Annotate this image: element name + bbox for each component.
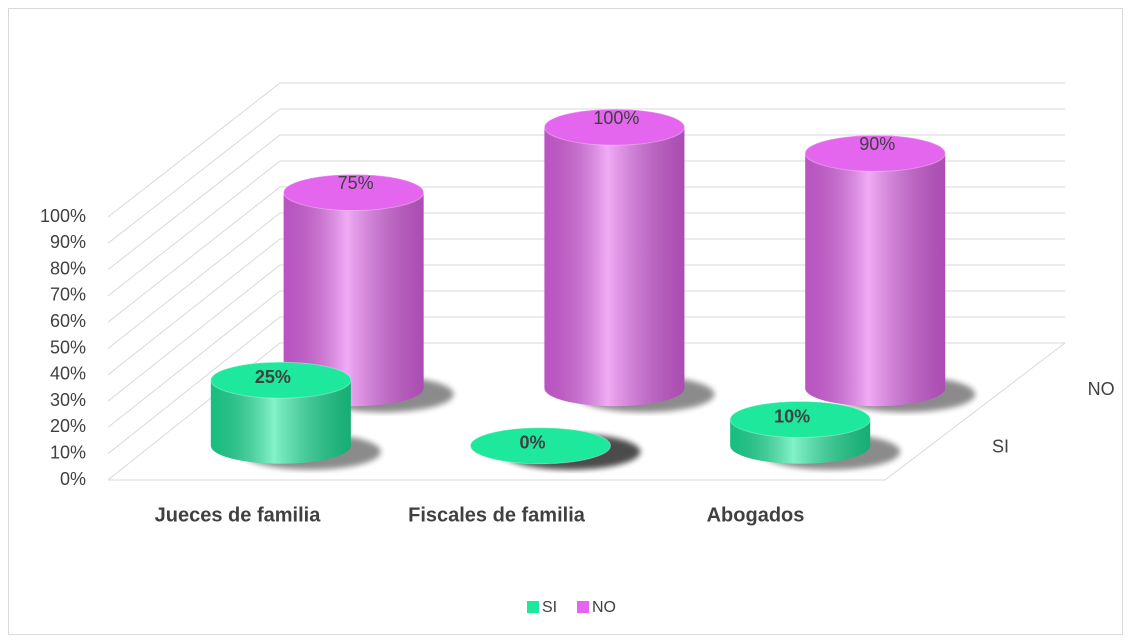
cylinder-top [470, 427, 611, 465]
y-tick-label: 70% [50, 285, 86, 305]
cylinder-shade [283, 174, 424, 407]
grid-line [107, 108, 1065, 244]
value-label: 75% [338, 173, 374, 193]
y-tick-label: 100% [40, 206, 86, 226]
y-tick-label: 20% [50, 416, 86, 436]
depth-label: SI [992, 437, 1009, 457]
cylinder-shade [805, 135, 946, 407]
grid-line [107, 264, 1065, 402]
y-tick-label: 30% [50, 390, 86, 410]
grid-line [107, 290, 1065, 428]
grid-line [107, 134, 1065, 270]
legend-label: NO [592, 599, 616, 616]
cylinder-top [729, 401, 871, 439]
legend-label: SI [542, 599, 557, 616]
value-label: 25% [255, 367, 291, 387]
y-tick-label: 40% [50, 364, 86, 384]
y-tick-label: 90% [50, 232, 86, 252]
x-tick-label: Abogados [707, 504, 805, 526]
grid-line [107, 238, 1065, 376]
y-tick-label: 50% [50, 337, 86, 357]
grid-line [107, 342, 1065, 481]
grid-line [107, 212, 1065, 349]
cylinder-top [210, 361, 352, 399]
legend-swatch [577, 601, 589, 613]
cylinder-top [283, 173, 425, 211]
floor-edge [108, 342, 1066, 481]
y-tick-label: 0% [60, 469, 86, 489]
x-tick-label: Jueces de familia [155, 504, 322, 526]
value-label: 10% [774, 406, 810, 426]
grid-line [107, 82, 1065, 218]
y-tick-label: 60% [50, 311, 86, 331]
x-tick-label: Fiscales de familia [408, 504, 586, 526]
grid-line [107, 160, 1065, 297]
y-tick-label: 80% [50, 258, 86, 278]
cylinder-top [804, 134, 946, 172]
cylinder-shade [544, 109, 685, 407]
legend-swatch [527, 601, 539, 613]
cylinder-top [543, 108, 685, 146]
grid-line [107, 186, 1065, 323]
value-label: 0% [519, 433, 545, 453]
grid-line [107, 316, 1065, 455]
value-label: 100% [593, 108, 639, 128]
depth-label: NO [1088, 379, 1115, 399]
value-label: 90% [859, 134, 895, 154]
y-tick-label: 10% [50, 442, 86, 462]
